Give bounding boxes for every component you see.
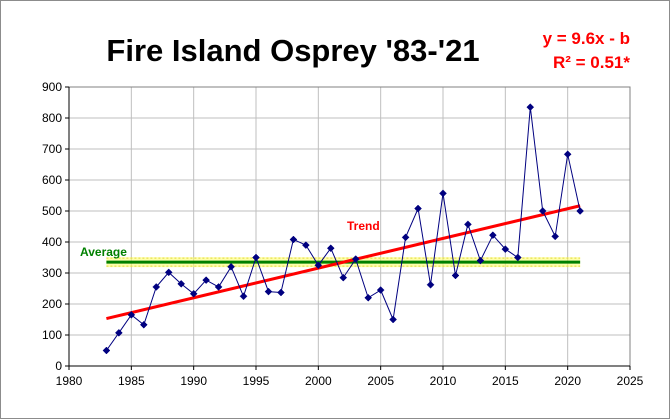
x-tick-label: 2015 [492, 374, 519, 388]
data-point [139, 320, 148, 329]
y-tick-label: 800 [42, 111, 62, 125]
data-point [302, 241, 310, 249]
data-point [326, 244, 335, 253]
data-point [376, 286, 385, 294]
data-point [339, 273, 348, 282]
data-point [489, 231, 497, 240]
data-point [351, 255, 360, 263]
x-tick-label: 1985 [118, 374, 145, 388]
data-point [414, 204, 422, 213]
data-point [115, 328, 123, 337]
plot-area [69, 87, 630, 366]
data-point [576, 207, 584, 215]
data-point [127, 310, 136, 319]
data-series [102, 103, 584, 355]
trend-line [106, 204, 581, 321]
data-point [401, 233, 410, 242]
reference-lines [106, 204, 581, 321]
y-tick-label: 200 [42, 297, 62, 311]
average-label: Average [80, 245, 127, 259]
data-point [227, 262, 235, 271]
y-tick-label: 400 [42, 235, 62, 249]
data-point [264, 287, 273, 296]
y-tick-label: 0 [55, 359, 62, 373]
data-point [277, 288, 285, 297]
trend-equation: y = 9.6x - b [543, 29, 630, 48]
x-tick-label: 2025 [617, 374, 644, 388]
y-tick-label: 700 [42, 142, 62, 156]
axes: 0 100 200 300 400 500 600 700 800 900 1980 1985 1990… [42, 80, 644, 388]
data-point [389, 315, 397, 324]
y-tick-label: 900 [42, 80, 62, 94]
data-point [164, 268, 173, 277]
data-point [289, 235, 298, 244]
data-point [426, 280, 435, 289]
data-point [513, 253, 522, 262]
x-tick-label: 1980 [56, 374, 83, 388]
x-tick-label: 1995 [243, 374, 270, 388]
data-point [102, 346, 111, 355]
data-point [314, 261, 323, 270]
data-point [563, 150, 572, 159]
x-tick-label: 2000 [305, 374, 332, 388]
data-point [551, 232, 560, 241]
data-point [189, 289, 198, 298]
trend-label: Trend [347, 219, 380, 233]
r-squared-label: R² = 0.51* [553, 53, 630, 72]
y-tick-label: 100 [42, 328, 62, 342]
x-tick-label: 2005 [367, 374, 394, 388]
data-point [451, 271, 460, 280]
data-point [476, 256, 485, 265]
y-tick-label: 300 [42, 266, 62, 280]
x-tick-label: 2020 [554, 374, 581, 388]
data-point [252, 253, 260, 262]
x-tick-label: 2010 [430, 374, 457, 388]
x-tick-label: 1990 [180, 374, 207, 388]
data-point [439, 189, 447, 198]
data-point [538, 207, 547, 215]
data-point [202, 276, 210, 284]
data-point [364, 293, 373, 302]
data-point [501, 245, 510, 253]
data-point [464, 220, 472, 229]
y-tick-label: 500 [42, 204, 62, 218]
data-point [239, 292, 248, 301]
y-tick-label: 600 [42, 173, 62, 187]
gridlines [69, 87, 630, 366]
data-point [177, 279, 186, 288]
data-point [214, 283, 223, 291]
data-point [526, 103, 535, 112]
data-point [152, 283, 161, 291]
chart-title: Fire Island Osprey '83-'21 [106, 33, 479, 68]
